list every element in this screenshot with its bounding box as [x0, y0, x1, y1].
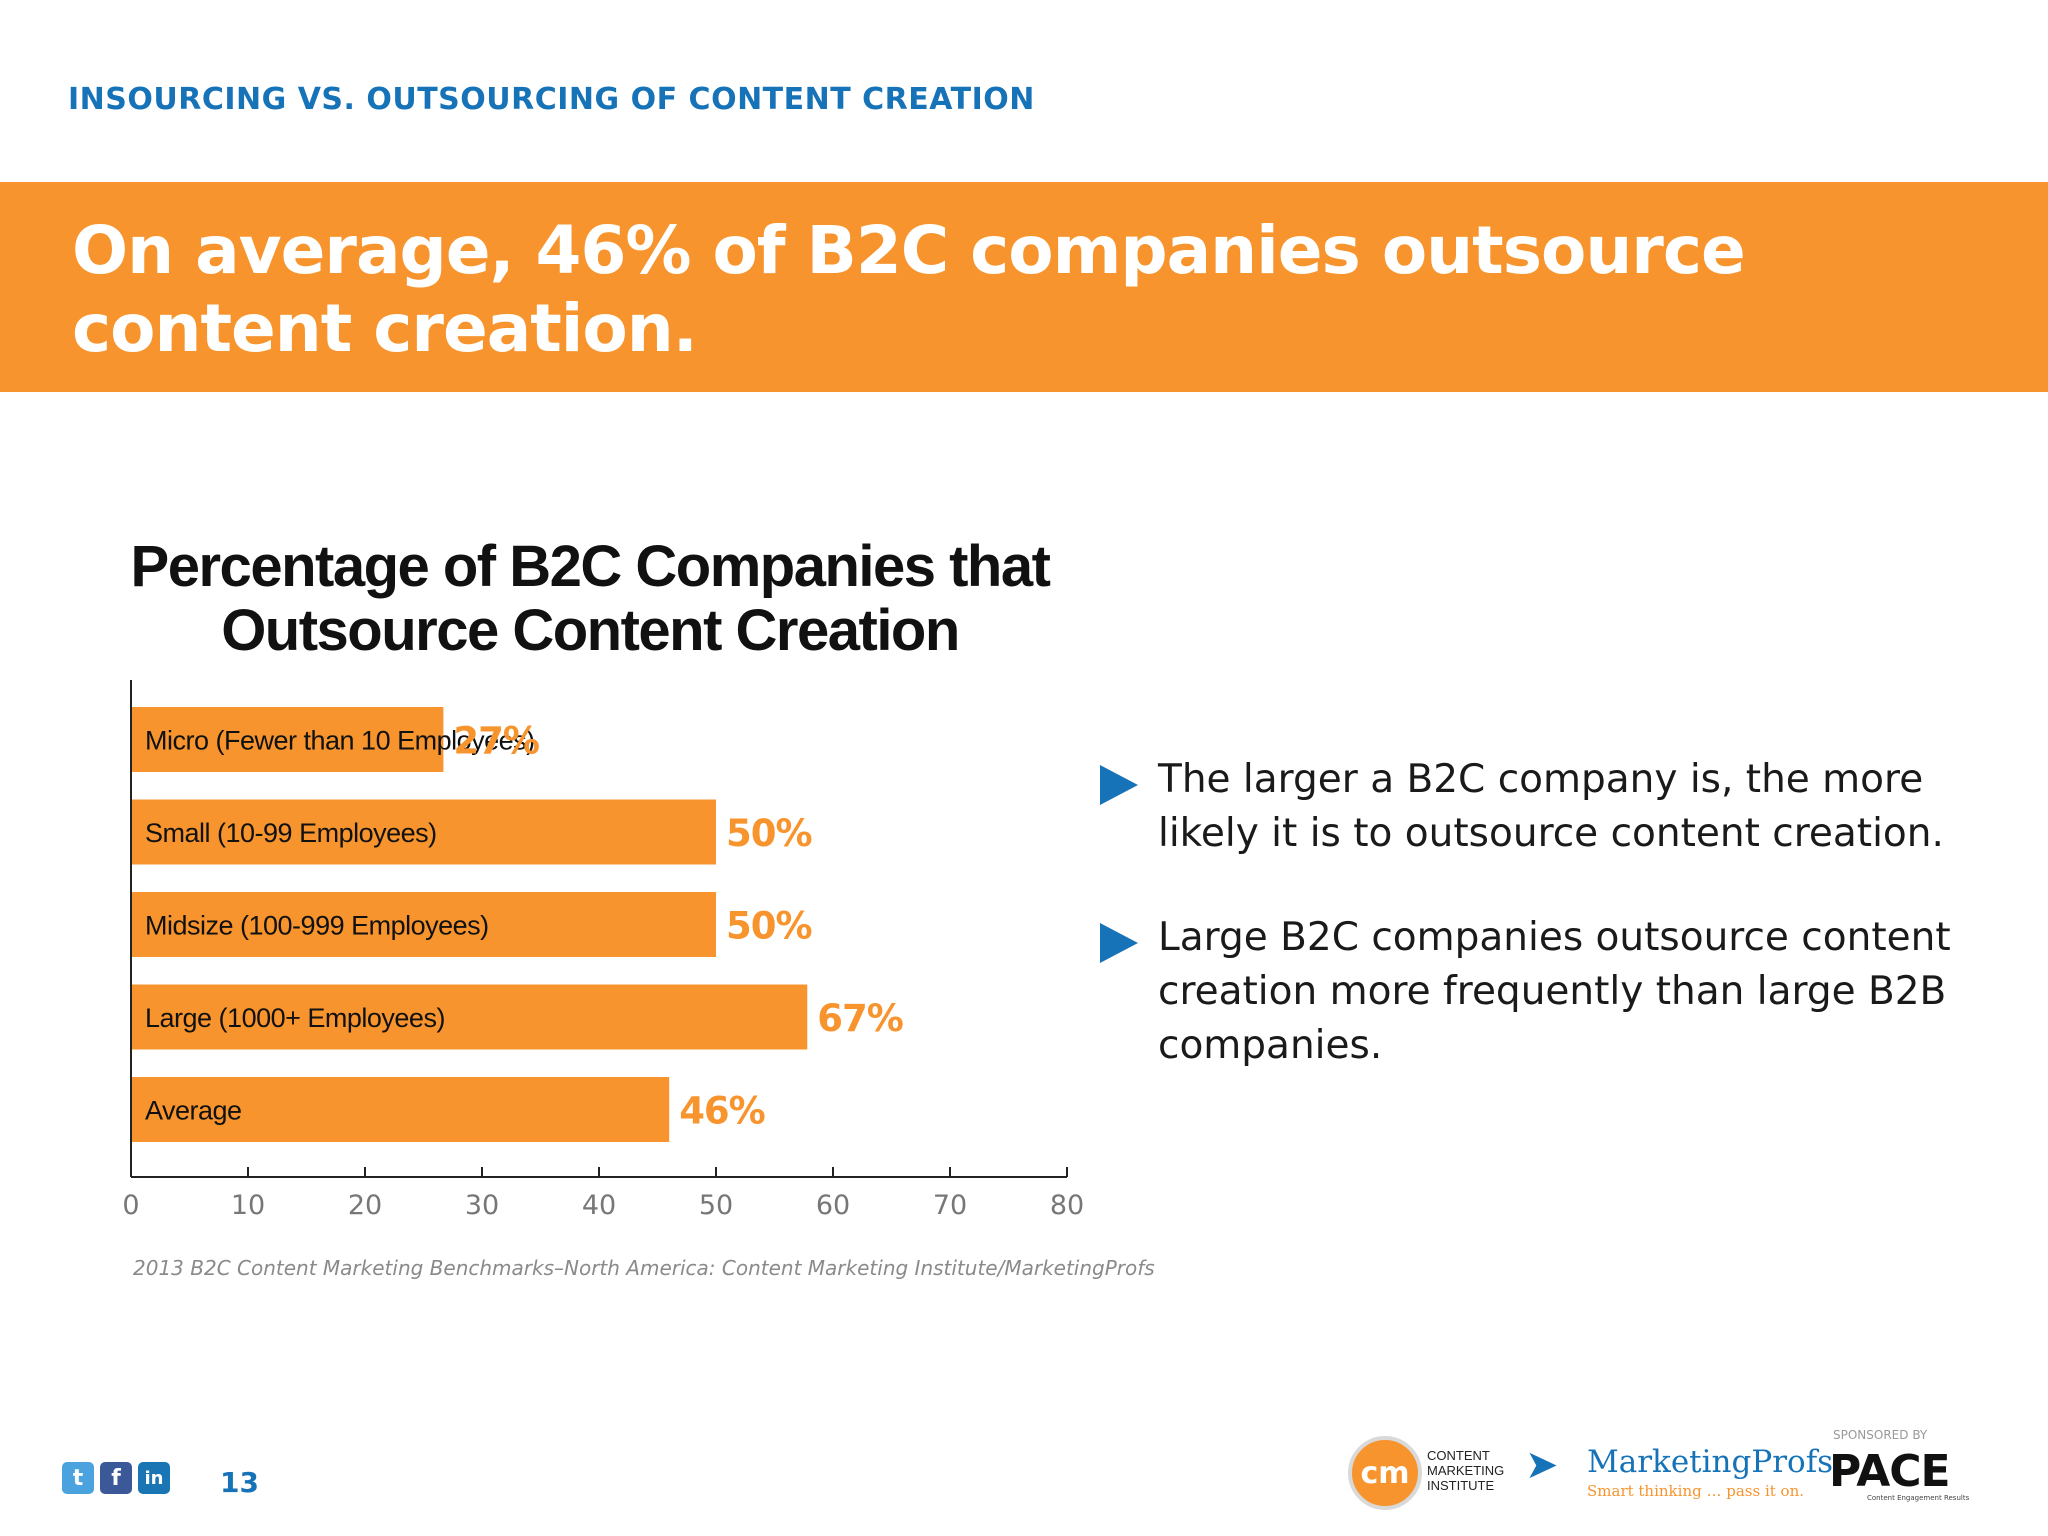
twitter-icon[interactable]: t: [62, 1462, 94, 1494]
bar: [131, 984, 808, 1050]
x-tick-label: 80: [1050, 1190, 1084, 1221]
sponsored-by-label: SPONSORED BY: [1833, 1428, 1928, 1442]
category-label: Midsize (100-999 Employees): [145, 911, 489, 941]
marketingprofs-logo: MarketingProfs: [1587, 1444, 1834, 1480]
x-tick-label: 70: [933, 1190, 967, 1221]
headline: On average, 46% of B2C companies outsour…: [72, 212, 1972, 368]
footer-logos: cm CONTENT MARKETING INSTITUTE ➤ Marketi…: [1345, 1426, 2025, 1516]
bar: [131, 707, 444, 772]
bird-icon: ➤: [1525, 1442, 1559, 1488]
chart-title-line-2: Outsource Content Creation: [221, 598, 960, 663]
headline-line-1: On average, 46% of B2C companies outsour…: [72, 212, 1746, 289]
category-label: Average: [145, 1096, 242, 1126]
triangle-bullet-icon: [1100, 923, 1138, 963]
headline-line-2: content creation.: [72, 290, 698, 367]
data-label: 27%: [453, 720, 539, 763]
triangle-bullet-icon: [1100, 765, 1138, 805]
data-label: 67%: [817, 997, 903, 1040]
pace-tagline: Content Engagement Results: [1867, 1494, 1970, 1502]
data-label: 50%: [726, 812, 812, 855]
linkedin-icon[interactable]: in: [138, 1462, 170, 1494]
social-links: t f in: [62, 1462, 170, 1494]
bar: [131, 892, 716, 957]
headline-banner: On average, 46% of B2C companies outsour…: [0, 182, 2048, 392]
category-label: Micro (Fewer than 10 Employees): [145, 726, 535, 756]
category-label: Small (10-99 Employees): [145, 818, 437, 848]
bar: [131, 799, 716, 865]
bullet-item: The larger a B2C company is, the more li…: [1098, 753, 2018, 861]
cmi-logo-text: CONTENT MARKETING INSTITUTE: [1427, 1448, 1505, 1493]
x-tick-label: 0: [122, 1190, 139, 1221]
facebook-icon[interactable]: f: [100, 1462, 132, 1494]
bullet-text: Large B2C companies outsource content cr…: [1158, 915, 1951, 1068]
chart-title-line-1: Percentage of B2C Companies that: [130, 534, 1051, 599]
bar: [131, 1077, 670, 1142]
data-label: 50%: [726, 905, 812, 948]
marketingprofs-tagline: Smart thinking … pass it on.: [1587, 1482, 1805, 1500]
x-tick-label: 50: [699, 1190, 733, 1221]
chart-title: Percentage of B2C Companies that Outsour…: [110, 535, 1070, 663]
page-number: 13: [220, 1466, 259, 1499]
bullet-text: The larger a B2C company is, the more li…: [1158, 757, 1944, 856]
x-tick-label: 40: [582, 1190, 616, 1221]
x-tick-label: 60: [816, 1190, 850, 1221]
section-kicker: INSOURCING VS. OUTSOURCING OF CONTENT CR…: [68, 82, 1035, 117]
pace-logo: PACE: [1829, 1446, 1951, 1497]
bullet-item: Large B2C companies outsource content cr…: [1098, 911, 2018, 1073]
data-label: 46%: [679, 1090, 765, 1133]
bullet-list: The larger a B2C company is, the more li…: [1098, 753, 2018, 1123]
x-tick-label: 10: [231, 1190, 265, 1221]
x-tick-label: 20: [348, 1190, 382, 1221]
category-label: Large (1000+ Employees): [145, 1003, 445, 1033]
x-tick-label: 30: [465, 1190, 499, 1221]
source-citation: 2013 B2C Content Marketing Benchmarks–No…: [133, 1256, 1155, 1280]
cmi-logo-icon: cm: [1348, 1436, 1422, 1510]
